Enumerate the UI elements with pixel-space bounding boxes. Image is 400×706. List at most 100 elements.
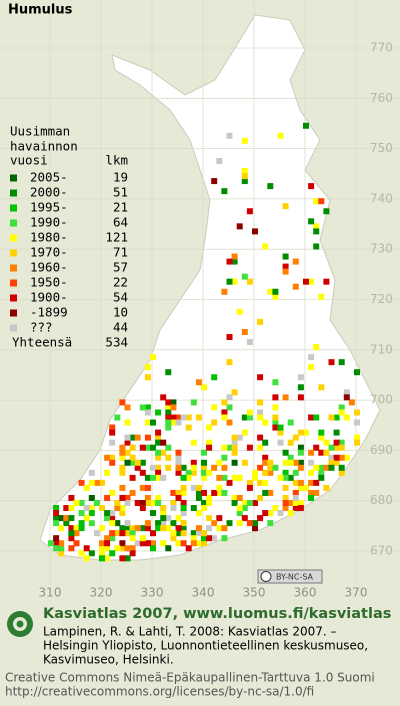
observation-square — [165, 525, 172, 532]
observation-square — [246, 339, 253, 346]
observation-square — [63, 520, 70, 527]
observation-square — [333, 459, 340, 466]
observation-square — [119, 510, 126, 517]
observation-square — [333, 429, 340, 436]
observation-square — [150, 444, 156, 451]
observation-square — [262, 454, 269, 461]
observation-square — [216, 489, 223, 496]
observation-square — [170, 535, 177, 542]
observation-square — [308, 494, 315, 501]
observation-square — [180, 510, 187, 517]
observation-square — [297, 464, 304, 471]
observation-square — [272, 505, 279, 512]
observation-square — [68, 535, 75, 542]
observation-square — [206, 494, 213, 501]
observation-square — [185, 469, 192, 476]
observation-square — [190, 484, 197, 491]
observation-square — [323, 278, 330, 285]
observation-square — [201, 464, 207, 471]
observation-square — [323, 449, 330, 456]
observation-square — [165, 444, 172, 451]
observation-square — [150, 464, 156, 471]
observation-square — [139, 404, 146, 411]
observation-square — [68, 515, 75, 522]
observation-square — [68, 505, 75, 512]
observation-square — [190, 464, 197, 471]
legend-swatch — [10, 204, 17, 212]
observation-square — [53, 540, 60, 547]
observation-square — [211, 404, 218, 411]
observation-square — [297, 500, 304, 506]
observation-square — [88, 520, 95, 527]
observation-square — [78, 500, 85, 506]
observation-square — [246, 444, 253, 451]
observation-square — [88, 550, 95, 557]
observation-square — [354, 369, 360, 376]
observation-square — [150, 500, 156, 506]
observation-square — [160, 439, 167, 446]
observation-square — [226, 404, 233, 411]
observation-square — [160, 394, 167, 401]
observation-square — [206, 535, 213, 542]
observation-square — [78, 525, 85, 532]
observation-square — [272, 464, 279, 471]
observation-square — [252, 500, 258, 506]
observation-square — [297, 505, 304, 512]
observation-square — [282, 268, 289, 275]
observation-square — [150, 510, 156, 517]
observation-square — [231, 500, 238, 506]
observation-square — [221, 525, 228, 532]
footer-title: Kasviatlas 2007, www.luomus.fi/kasviatla… — [43, 606, 391, 622]
observation-square — [201, 500, 207, 506]
observation-square — [252, 474, 258, 481]
observation-square — [175, 454, 182, 461]
observation-square — [201, 489, 207, 496]
observation-square — [88, 479, 95, 486]
observation-square — [160, 520, 167, 527]
observation-square — [114, 414, 121, 421]
observation-square — [73, 540, 80, 547]
observation-square — [292, 479, 299, 486]
observation-square — [73, 530, 80, 537]
legend-label: 2005- — [30, 170, 68, 185]
observation-square — [119, 469, 126, 476]
observation-square — [308, 183, 315, 190]
observation-square — [93, 479, 100, 486]
observation-square — [175, 449, 182, 456]
observation-square — [150, 419, 156, 426]
observation-square — [308, 479, 315, 486]
observation-square — [109, 520, 116, 527]
observation-square — [297, 459, 304, 466]
observation-square — [297, 449, 304, 456]
observation-square — [68, 530, 75, 537]
legend-label: 1900- — [30, 290, 68, 305]
observation-square — [73, 525, 80, 532]
observation-square — [272, 404, 279, 411]
observation-square — [150, 540, 156, 547]
observation-square — [160, 474, 167, 481]
observation-square — [206, 439, 213, 446]
observation-square — [88, 469, 95, 476]
observation-square — [175, 464, 182, 471]
observation-square — [201, 384, 207, 391]
observation-square — [262, 459, 269, 466]
legend-label: 2000- — [30, 185, 68, 200]
observation-square — [292, 505, 299, 512]
observation-square — [190, 399, 197, 406]
observation-square — [318, 474, 325, 481]
observation-square — [180, 489, 187, 496]
observation-square — [211, 419, 218, 426]
observation-square — [190, 535, 197, 542]
observation-square — [180, 464, 187, 471]
observation-square — [109, 550, 116, 557]
observation-square — [292, 258, 299, 265]
observation-square — [165, 399, 172, 406]
observation-square — [318, 449, 325, 456]
observation-square — [119, 525, 126, 532]
observation-square — [109, 535, 116, 542]
observation-square — [114, 545, 121, 552]
observation-square — [129, 444, 136, 451]
observation-square — [129, 459, 136, 466]
observation-square — [277, 132, 284, 139]
legend-swatch — [10, 309, 17, 317]
